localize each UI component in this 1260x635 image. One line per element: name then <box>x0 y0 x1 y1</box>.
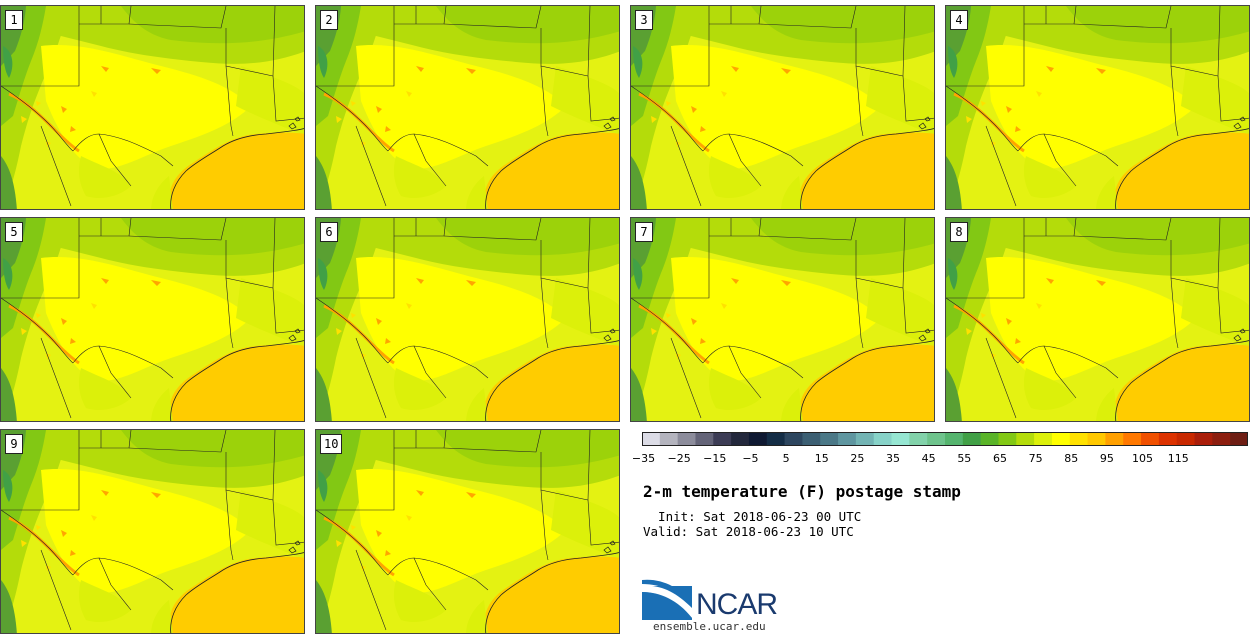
member-label: 7 <box>635 222 653 242</box>
chart-title: 2-m temperature (F) postage stamp <box>643 482 961 501</box>
init-time: Init: Sat 2018-06-23 00 UTC <box>643 509 862 524</box>
postage-stamp-map: 3 <box>630 5 935 210</box>
colorbar-swatch <box>748 432 768 446</box>
postage-stamp-map: 7 <box>630 217 935 422</box>
postage-stamp-map: 5 <box>0 217 305 422</box>
colorbar-swatch <box>713 432 732 446</box>
colorbar-swatch <box>962 432 982 446</box>
colorbar-tick-label: 75 <box>1028 452 1043 465</box>
colorbar-swatch <box>855 432 875 446</box>
colorbar-swatch <box>873 432 893 446</box>
member-label: 2 <box>320 10 338 30</box>
colorbar-swatch <box>695 432 714 446</box>
colorbar-tick-label: 65 <box>992 452 1007 465</box>
colorbar-tick-label: 85 <box>1064 452 1079 465</box>
postage-stamp-map: 9 <box>0 429 305 634</box>
valid-time: Valid: Sat 2018-06-23 10 UTC <box>643 524 854 539</box>
postage-stamp-map: 8 <box>945 217 1250 422</box>
colorbar-swatch <box>1034 432 1053 446</box>
member-label: 3 <box>635 10 653 30</box>
colorbar-swatch <box>1212 432 1231 446</box>
colorbar-swatch <box>642 432 661 446</box>
member-label: 8 <box>950 222 968 242</box>
colorbar-tick-label: −5 <box>742 452 759 465</box>
temperature-map <box>946 218 1249 421</box>
colorbar-swatch <box>980 432 999 446</box>
colorbar-swatch <box>677 432 696 446</box>
temperature-map <box>1 6 304 209</box>
colorbar-outline <box>642 432 1248 446</box>
postage-stamp-map: 4 <box>945 5 1250 210</box>
colorbar-swatch <box>1230 432 1248 446</box>
colorbar-swatch <box>945 432 964 446</box>
ncar-wordmark: NCAR <box>696 588 778 621</box>
colorbar-swatch <box>927 432 946 446</box>
colorbar-tick-label: 35 <box>886 452 901 465</box>
colorbar-swatch <box>909 432 928 446</box>
colorbar-tick-label: 55 <box>957 452 972 465</box>
temperature-map <box>946 6 1249 209</box>
ncar-logo-icon <box>642 579 692 620</box>
temperature-map <box>316 430 619 633</box>
colorbar-swatch <box>1176 432 1196 446</box>
colorbar-swatch <box>659 432 679 446</box>
member-label: 5 <box>5 222 23 242</box>
member-label: 10 <box>320 434 343 454</box>
colorbar-tick-label: 25 <box>850 452 865 465</box>
member-label: 4 <box>950 10 968 30</box>
colorbar-swatch <box>731 432 750 446</box>
colorbar-swatch <box>998 432 1017 446</box>
colorbar-swatch <box>891 432 910 446</box>
temperature-map <box>631 218 934 421</box>
postage-stamp-map: 10 <box>315 429 620 634</box>
colorbar-swatch <box>784 432 803 446</box>
colorbar-swatch <box>838 432 857 446</box>
colorbar-tick-label: 95 <box>1099 452 1114 465</box>
colorbar-tick-label: −15 <box>703 452 727 465</box>
colorbar-swatch <box>766 432 786 446</box>
colorbar-tick-label: 105 <box>1132 452 1154 465</box>
colorbar-swatch <box>1194 432 1213 446</box>
colorbar-tick-label: 5 <box>782 452 790 465</box>
temperature-map <box>1 218 304 421</box>
postage-stamp-map: 2 <box>315 5 620 210</box>
colorbar-swatch <box>1141 432 1160 446</box>
colorbar-tick-label: 45 <box>921 452 936 465</box>
colorbar-tick-label: −35 <box>631 452 656 465</box>
colorbar-swatch <box>1051 432 1071 446</box>
colorbar-swatch <box>1069 432 1089 446</box>
postage-stamp-map: 1 <box>0 5 305 210</box>
colorbar-swatch <box>1158 432 1178 446</box>
member-label: 1 <box>5 10 23 30</box>
temperature-colorbar <box>642 432 1248 446</box>
colorbar-swatch <box>802 432 821 446</box>
temperature-map <box>316 6 619 209</box>
temperature-map <box>631 6 934 209</box>
colorbar-tick-labels: −35 −25 −15 −5 5 15 25 35 45 55 65 75 85 95 105 115 <box>630 452 1260 468</box>
colorbar-tick-label: −25 <box>667 452 691 465</box>
temperature-map <box>316 218 619 421</box>
colorbar-swatch <box>820 432 839 446</box>
colorbar-swatch <box>1123 432 1142 446</box>
member-label: 6 <box>320 222 338 242</box>
site-url: ensemble.ucar.edu <box>653 620 766 633</box>
colorbar-tick-label: 15 <box>814 452 829 465</box>
member-label: 9 <box>5 434 23 454</box>
colorbar-swatch <box>1087 432 1106 446</box>
temperature-map <box>1 430 304 633</box>
postage-stamp-map: 6 <box>315 217 620 422</box>
colorbar-swatch <box>1016 432 1035 446</box>
colorbar-swatch <box>1105 432 1124 446</box>
colorbar-tick-label: 115 <box>1167 452 1189 465</box>
